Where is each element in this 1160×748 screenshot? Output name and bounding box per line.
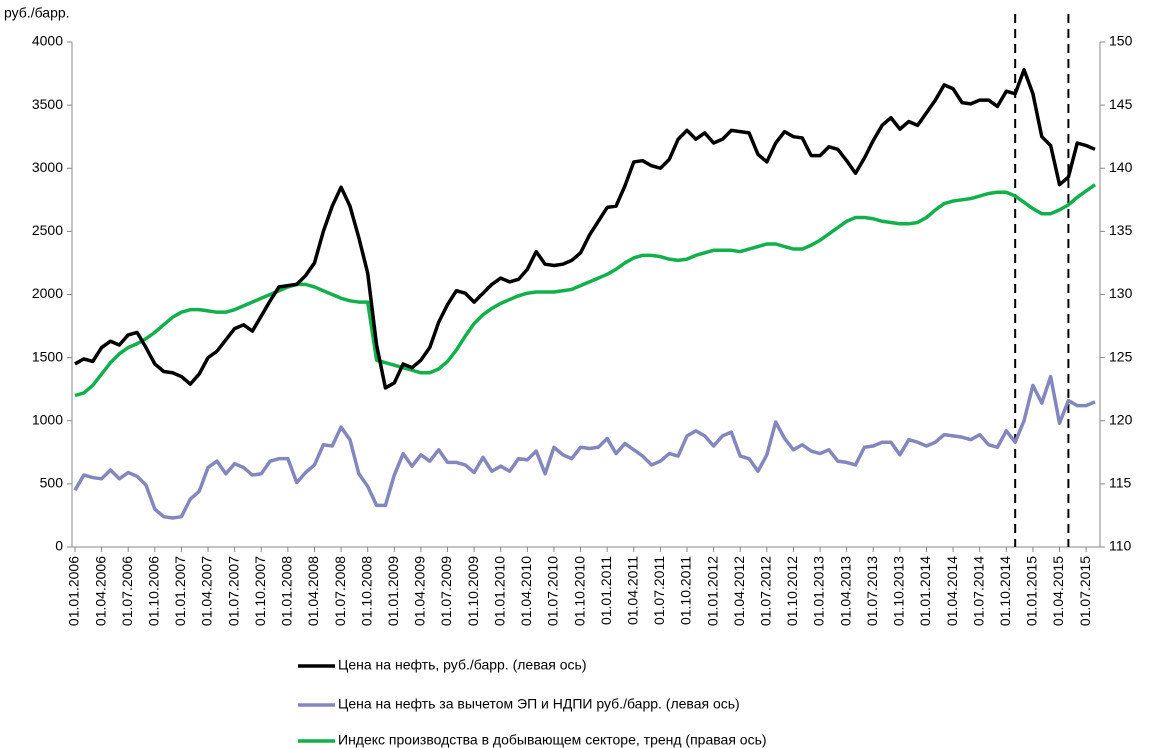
x-tick-label: 01.10.2011 [678,556,694,625]
x-tick-label: 01.07.2014 [970,556,986,626]
x-tick-label: 01.07.2010 [545,556,561,626]
y2-tick-label: 125 [1109,348,1133,364]
x-tick-label: 01.01.2014 [917,556,933,626]
y2-tick-label: 110 [1109,538,1132,554]
y2-tick-label: 130 [1109,285,1133,301]
x-tick-label: 01.04.2012 [731,556,747,626]
x-tick-label: 01.04.2014 [944,556,960,626]
y-tick-label: 4000 [32,33,63,49]
y-tick-label: 0 [55,538,63,554]
y-tick-label: 3000 [32,159,63,175]
x-tick-label: 01.10.2007 [252,556,268,626]
legend-label: Цена на нефть за вычетом ЭП и НДПИ руб./… [338,696,740,712]
x-tick-label: 01.07.2009 [438,556,454,626]
y-axis-title: руб./барр. [4,5,70,21]
x-tick-label: 01.07.2008 [332,556,348,626]
y-tick-label: 500 [40,475,64,491]
x-tick-label: 01.10.2014 [997,556,1013,626]
x-tick-label: 01.07.2006 [119,556,135,626]
x-tick-label: 01.01.2009 [385,556,401,626]
x-tick-label: 01.07.2013 [864,556,880,626]
x-tick-label: 01.01.2010 [491,556,507,626]
series-line [74,183,1097,398]
x-tick-label: 01.10.2008 [358,556,374,626]
y-tick-label: 2000 [32,285,63,301]
series-line [73,374,1096,520]
series-line [74,68,1096,390]
x-tick-label: 01.04.2010 [518,556,534,626]
x-tick-label: 01.10.2009 [465,556,481,626]
x-tick-label: 01.01.2006 [66,556,82,626]
x-tick-label: 01.04.2015 [1050,556,1066,626]
x-tick-label: 01.01.2007 [172,556,188,626]
x-tick-label: 01.01.2013 [811,556,827,626]
x-tick-label: 01.10.2010 [571,556,587,626]
x-tick-label: 01.01.2015 [1024,556,1040,626]
x-tick-label: 01.07.2011 [651,556,667,625]
x-tick-label: 01.01.2008 [279,556,295,626]
legend-label: Цена на нефть, руб./барр. (левая ось) [338,657,587,673]
y2-tick-label: 145 [1109,96,1133,112]
x-tick-label: 01.04.2011 [624,556,640,625]
x-tick-label: 01.07.2015 [1077,556,1093,626]
y-tick-label: 1500 [32,348,63,364]
y2-tick-label: 120 [1109,411,1133,427]
x-tick-label: 01.04.2007 [199,556,215,626]
x-tick-label: 01.01.2011 [598,556,614,625]
x-tick-label: 01.04.2008 [305,556,321,626]
x-tick-label: 01.04.2013 [837,556,853,626]
y-tick-label: 2500 [32,222,63,238]
x-tick-label: 01.04.2009 [412,556,428,626]
x-tick-label: 01.10.2012 [784,556,800,626]
y2-tick-label: 135 [1109,222,1133,238]
x-tick-label: 01.10.2006 [146,556,162,626]
x-tick-label: 01.01.2012 [704,556,720,626]
x-tick-label: 01.07.2007 [225,556,241,626]
x-tick-label: 01.10.2013 [891,556,907,626]
y-tick-label: 3500 [32,96,63,112]
x-tick-label: 01.07.2012 [758,556,774,626]
y2-tick-label: 115 [1109,475,1132,491]
y-tick-label: 1000 [32,411,63,427]
legend-label: Индекс производства в добывающем секторе… [338,732,767,748]
y2-tick-label: 140 [1109,159,1133,175]
y2-tick-label: 150 [1109,33,1133,49]
x-tick-label: 01.04.2006 [92,556,108,626]
